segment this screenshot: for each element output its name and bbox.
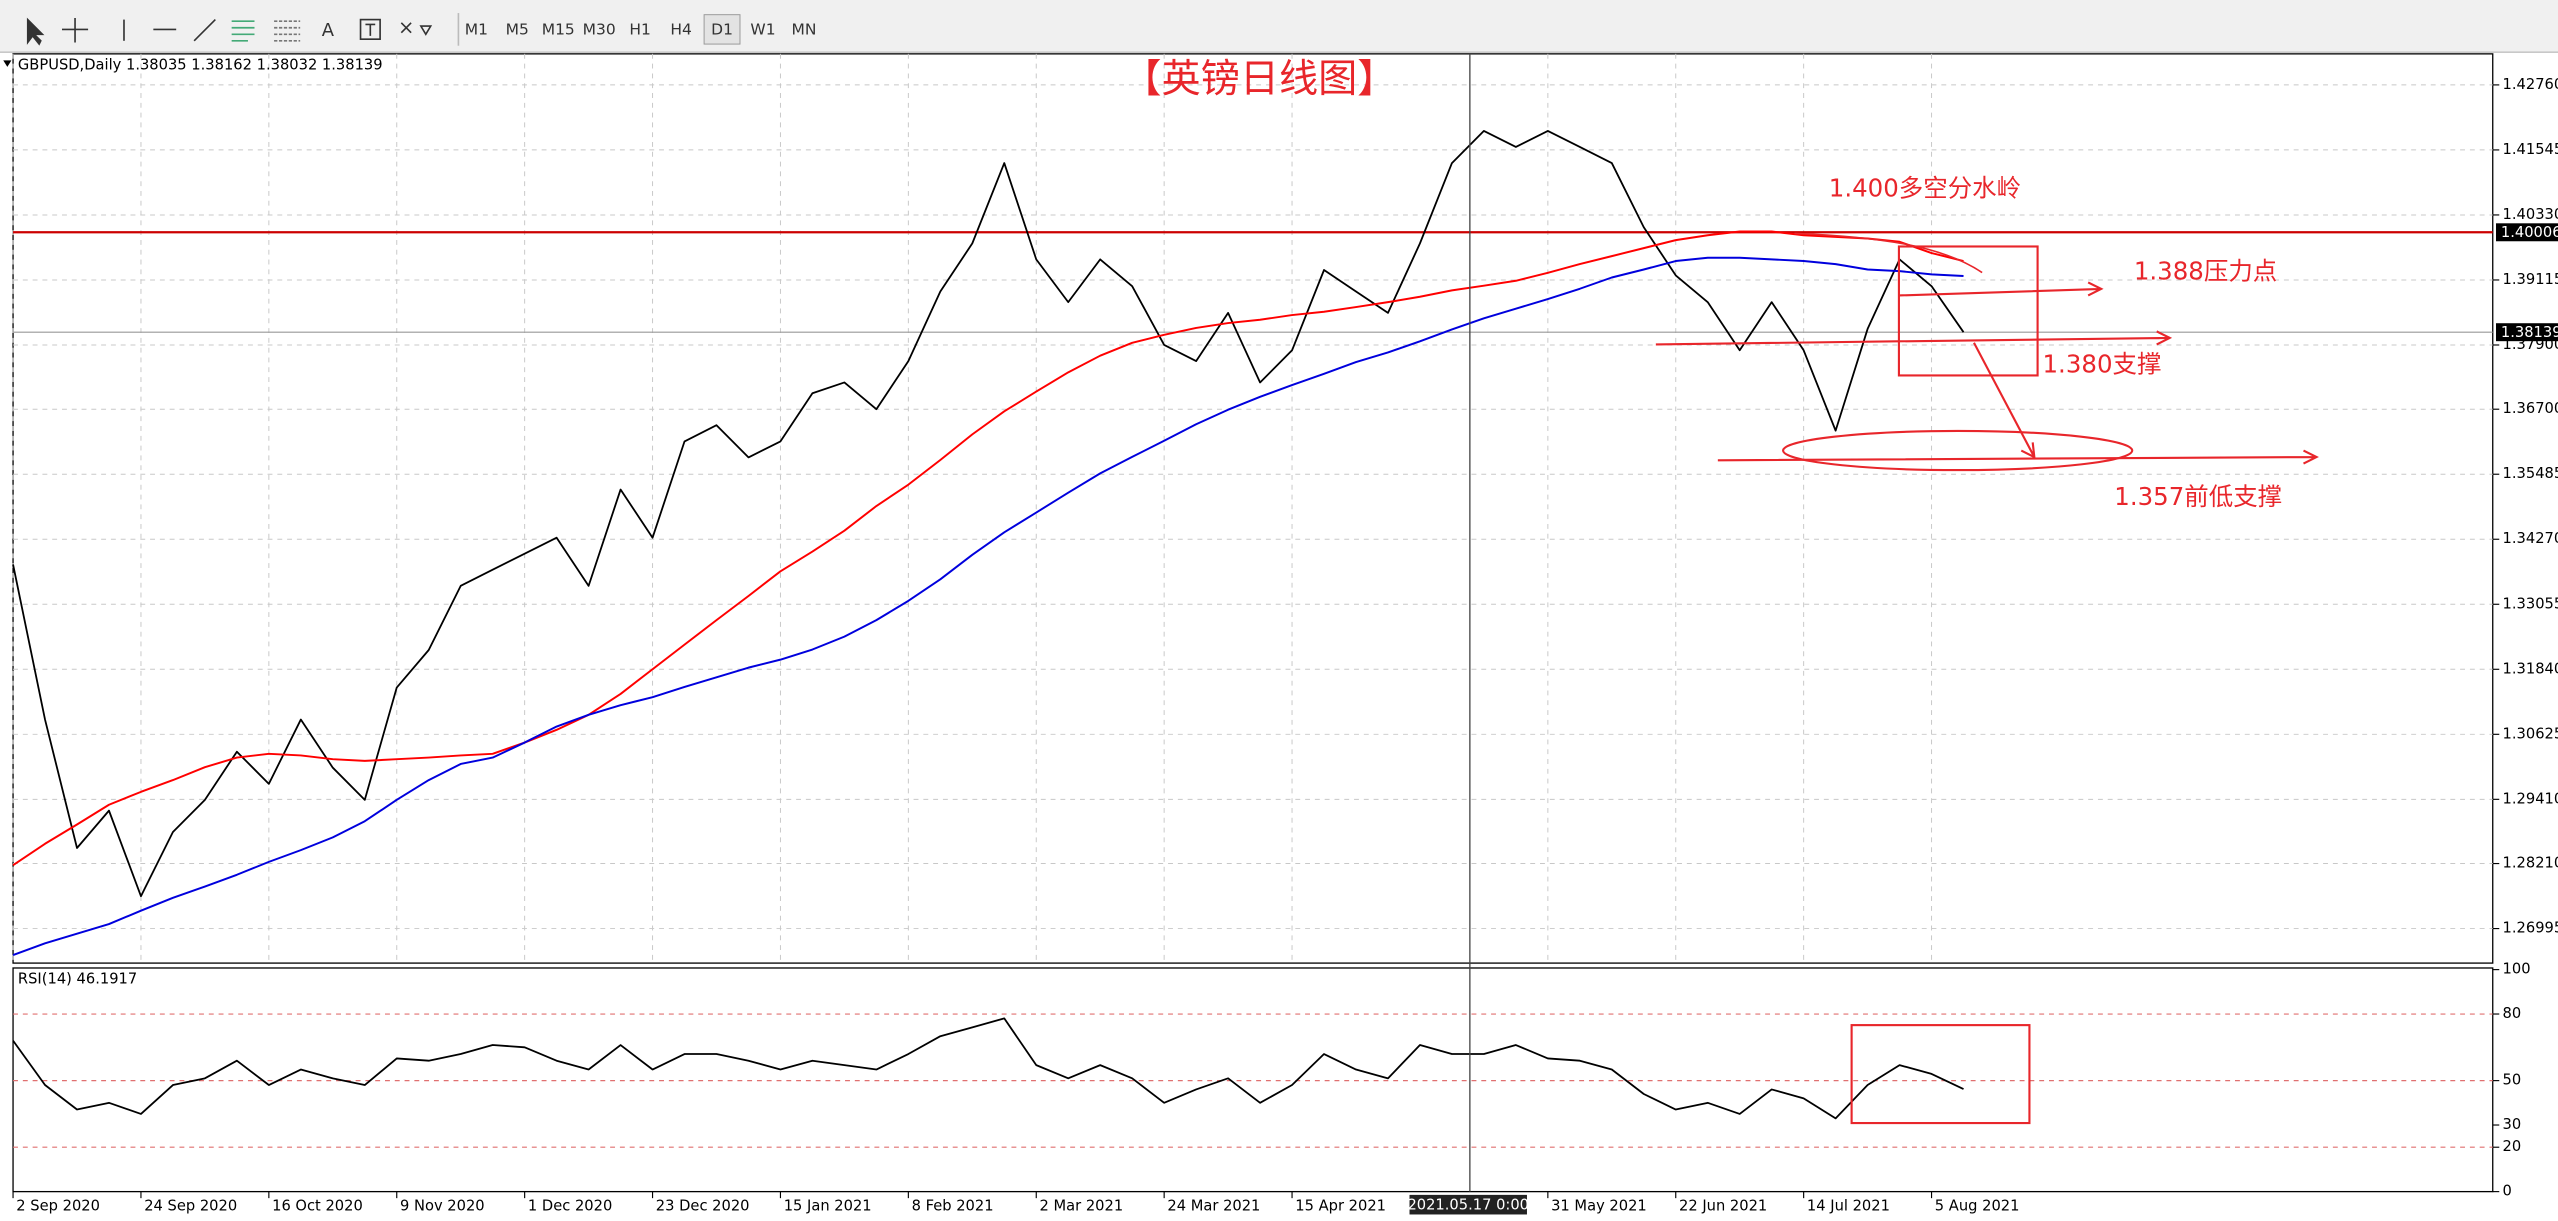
x-tick-label: 15 Jan 2021 [784,1197,872,1214]
period-button[interactable]: D1 [711,21,733,39]
y-tick-label: 1.34270 [2503,530,2558,547]
fibo-tool[interactable] [274,20,301,42]
range-box [1897,245,2039,377]
rsi-box [1850,1024,2031,1125]
arrow-down [1973,342,2036,459]
period-button[interactable]: MN [791,21,816,39]
y-tick-label: 1.40330 [2503,206,2558,223]
tool-icons [26,17,433,46]
cursor-tool[interactable] [26,17,45,46]
crosshair-label-bg [1409,1194,1527,1215]
y-tick-label: 1.39115 [2503,271,2558,288]
period-button[interactable]: M15 [542,21,575,39]
y-tick-label: 1.41545 [2503,141,2558,158]
channel-tool[interactable] [231,20,255,42]
y-tick-label: 80 [2503,1005,2522,1022]
rsi-title: RSI(14) 46.1917 [18,970,137,987]
period-buttons: M1 M5 M15 M30 H1 H4 D1 W1 MN [465,14,816,45]
annotation-shapes [1655,232,2319,1125]
arrow-prior-low [1717,449,2319,465]
label-tool[interactable] [359,18,381,40]
x-tick-label: 23 Dec 2020 [656,1197,750,1214]
period-button[interactable]: M5 [506,21,529,39]
y-tick-label: 1.31840 [2503,660,2558,677]
period-button[interactable]: W1 [750,21,775,39]
series-line [12,1017,1964,1120]
y-tick-label: 1.36700 [2503,400,2558,417]
x-tick-label: 9 Nov 2020 [400,1197,485,1214]
x-tick-label: 16 Oct 2020 [272,1197,363,1214]
price-label: 1.38139 [2501,324,2558,341]
chart-title: GBPUSD,Daily 1.38035 1.38162 1.38032 1.3… [18,56,383,73]
x-tick-label: 15 Apr 2021 [1295,1197,1386,1214]
y-tick-label: 30 [2503,1116,2522,1133]
arrow-resistance [1898,281,2104,297]
y-tick-label: 50 [2503,1072,2522,1089]
annotation: 1.388压力点 [2134,257,2277,286]
period-button[interactable]: M30 [583,21,616,39]
y-tick-label: 1.30625 [2503,725,2558,742]
x-tick-label: 31 May 2021 [1551,1197,1647,1214]
series-line [12,130,1965,898]
rsi-panel [12,967,2494,1193]
text-tool[interactable]: A [322,20,335,41]
toolbar [0,0,2558,53]
shapes-tool[interactable] [400,22,433,36]
period-button[interactable]: H4 [670,21,692,39]
annotation-title: 【英镑日线图】 [1122,57,1396,102]
crosshair-tool[interactable] [61,17,89,43]
y-tick-label: 1.42760 [2503,76,2558,93]
price-label: 1.40006 [2501,224,2558,241]
x-tick-label: 22 Jun 2021 [1679,1197,1767,1214]
y-tick-label: 0 [2503,1183,2512,1200]
annotation: 1.400多空分水岭 [1829,173,2021,202]
y-tick-label: 20 [2503,1138,2522,1155]
period-button[interactable]: M1 [465,21,488,39]
x-tick-label: 5 Aug 2021 [1935,1197,2020,1214]
arrow-support [1655,330,2173,346]
x-tick-label: 1 Dec 2020 [528,1197,612,1214]
y-tick-label: 1.26995 [2503,920,2558,937]
crosshair-label: 2021.05.17 0:00 [1407,1196,1529,1213]
x-tick-label: 14 Jul 2021 [1807,1197,1890,1214]
period-button[interactable]: H1 [629,21,651,39]
series-line [12,230,1964,866]
x-tick-label: 24 Mar 2021 [1167,1197,1260,1214]
x-tick-label: 2 Mar 2021 [1040,1197,1124,1214]
label-tool-glyph [365,23,376,36]
price-label-bg [2496,323,2558,342]
y-tick-label: 1.28210 [2503,855,2558,872]
x-tick-label: 8 Feb 2021 [912,1197,994,1214]
y-tick-label: 1.35485 [2503,465,2558,482]
annotation: 1.380支撑 [2042,350,2161,379]
support-ellipse [1782,429,2134,472]
series-line [12,256,1964,957]
main-chart: 1.427601.415451.403301.391151.379001.367… [12,53,2558,1214]
title-arrow [3,60,12,67]
x-tick-label: 2 Sep 2020 [16,1197,100,1214]
x-tick-label: 24 Sep 2020 [144,1197,237,1214]
annotation: 1.357前低支撑 [2114,482,2282,511]
y-tick-label: 1.29410 [2503,790,2558,807]
main-panel [12,53,2494,964]
ma-trace [1794,232,1983,274]
period-active [703,14,741,45]
price-label-bg [2496,223,2558,242]
y-tick-label: 1.33055 [2503,595,2558,612]
trend-tool[interactable] [193,19,216,42]
rsi-chart: 100 80 50 30 20 0 [12,961,2531,1200]
y-tick-label: 100 [2503,961,2531,978]
